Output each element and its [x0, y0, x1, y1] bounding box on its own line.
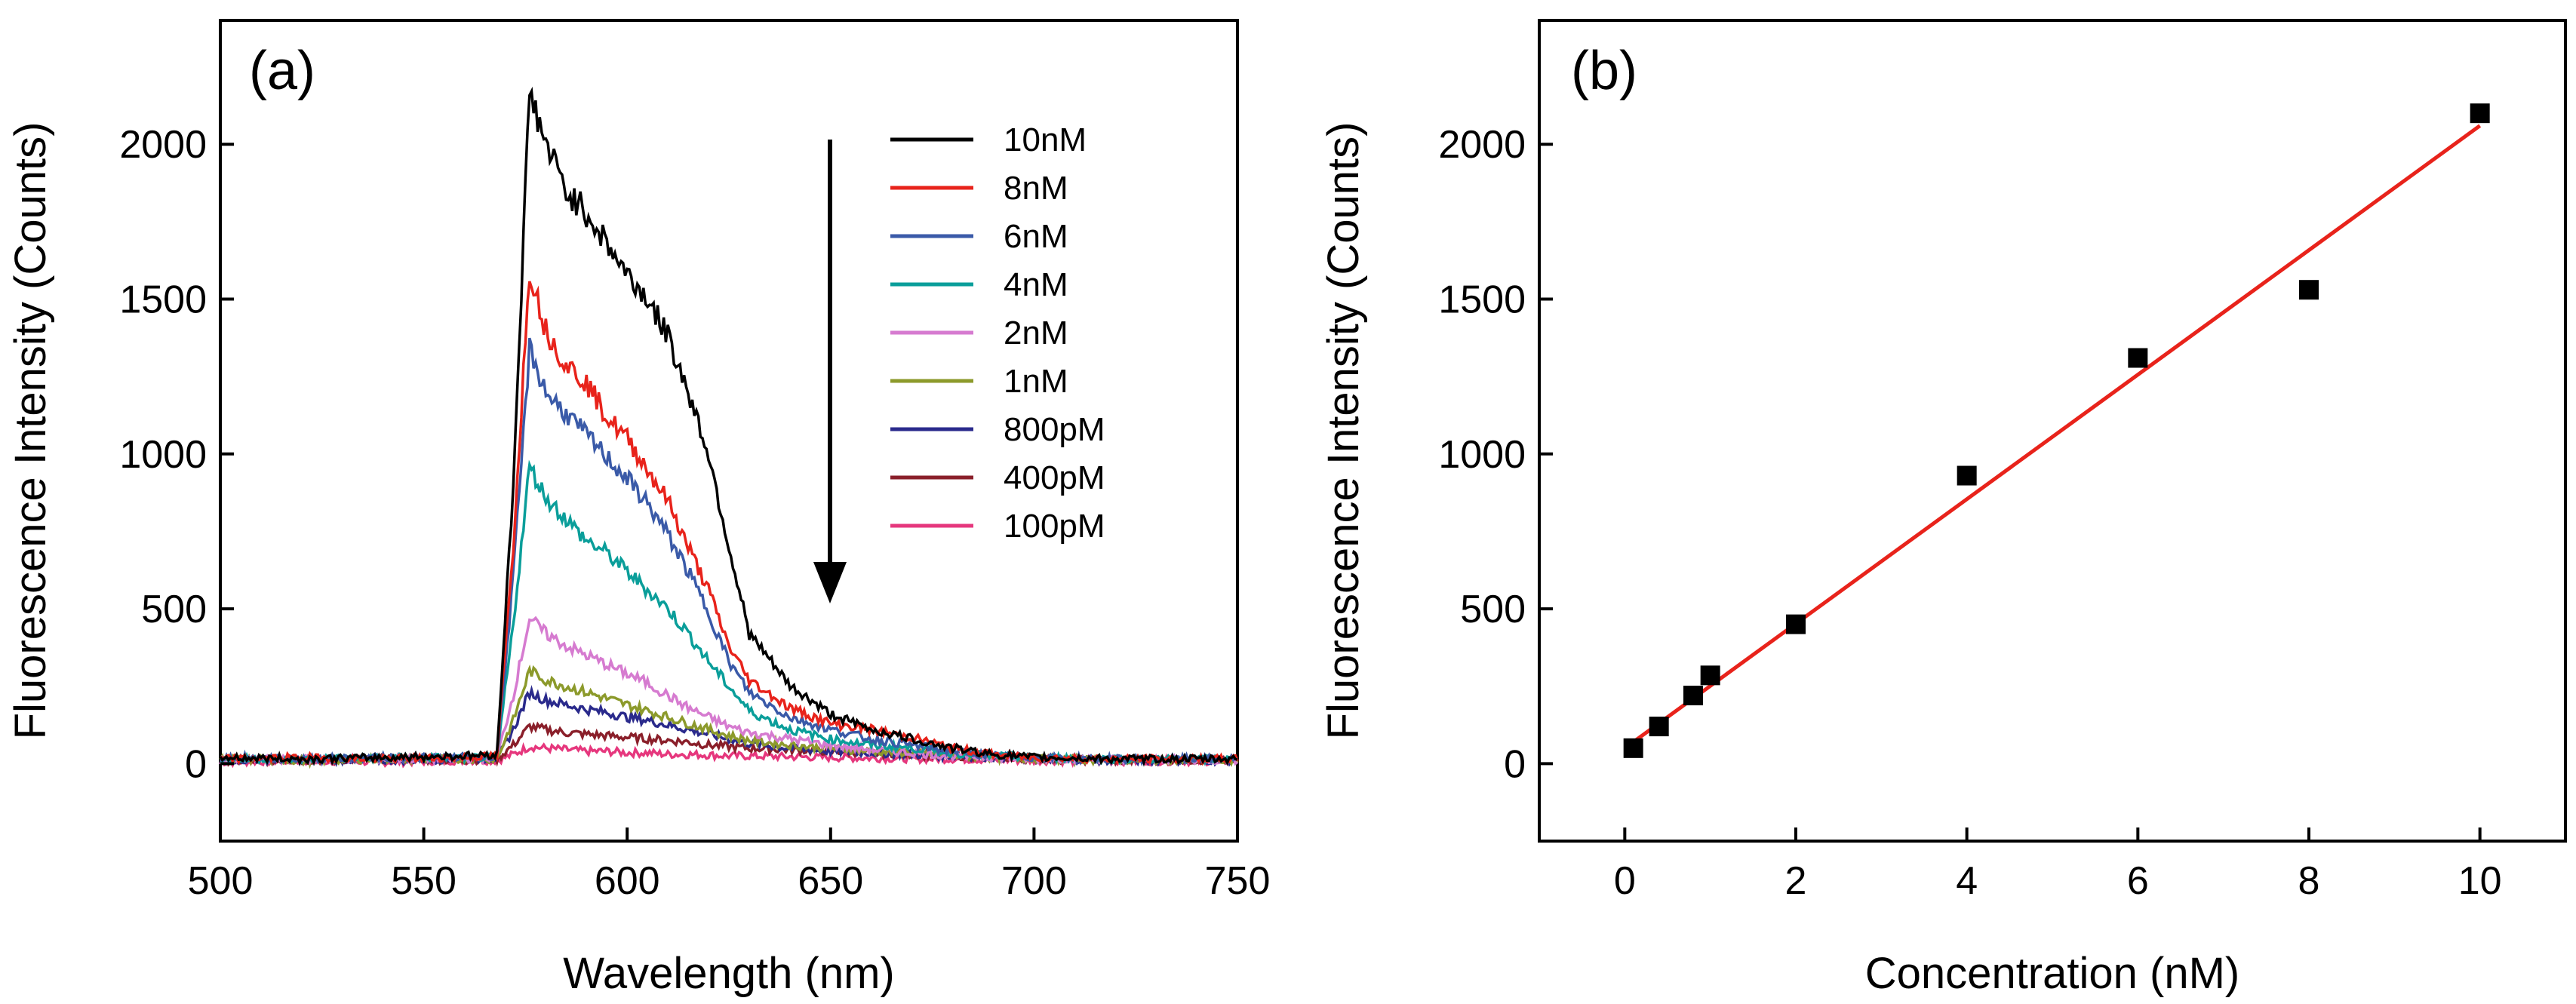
plot-frame-b — [1538, 19, 2567, 843]
x-tick-label-b: 8 — [2298, 859, 2320, 903]
legend-label-400pM: 400pM — [1004, 459, 1105, 496]
x-tick-label-a: 650 — [798, 859, 863, 903]
x-tick-label-a: 750 — [1205, 859, 1271, 903]
x-tick-label-b: 0 — [1614, 859, 1636, 903]
y-tick-label-a: 1500 — [119, 278, 207, 322]
data-point — [2470, 103, 2490, 124]
chart-panel-b: (b) 0 2 4 6 8 10 0 500 1000 1500 2000 Concentratio… — [1319, 19, 2567, 998]
x-tick-label-b: 6 — [2127, 859, 2149, 903]
legend-label-2nM: 2nM — [1004, 315, 1068, 352]
x-axis-title-b: Concentration (nM) — [1865, 949, 2239, 998]
data-point — [1623, 738, 1643, 758]
y-tick-label-b: 1000 — [1438, 433, 1526, 477]
y-tick-label-a: 0 — [185, 742, 207, 786]
data-point — [1649, 717, 1669, 737]
y-axis-title-a: Fluorescence Intensity (Counts) — [6, 122, 55, 740]
x-tick-label-b: 10 — [2458, 859, 2502, 903]
data-point — [2128, 348, 2148, 368]
panel-label-a: (a) — [249, 41, 315, 101]
arrow-head — [813, 562, 847, 603]
legend-label-4nM: 4nM — [1004, 266, 1068, 303]
y-tick-label-a: 1000 — [119, 433, 207, 477]
chart-panel-a: (a) 500 550 600 650 700 750 0 500 1000 1500 2000 1… — [6, 19, 1271, 998]
y-tick-label-b: 1500 — [1438, 278, 1526, 322]
legend-label-800pM: 800pM — [1004, 411, 1105, 448]
y-tick-label-a: 500 — [141, 588, 207, 631]
legend-label-8nM: 8nM — [1004, 170, 1068, 207]
x-tick-label-a: 500 — [188, 859, 254, 903]
legend-label-6nM: 6nM — [1004, 218, 1068, 255]
series-line-10nM — [219, 86, 1238, 767]
data-point — [1786, 614, 1806, 634]
data-point — [1957, 465, 1977, 486]
data-point — [2299, 280, 2319, 300]
x-tick-label-a: 700 — [1001, 859, 1067, 903]
legend-label-10nM: 10nM — [1004, 121, 1087, 158]
y-axis-title-b: Fluorescence Intensity (Counts) — [1319, 122, 1368, 740]
x-tick-label-b: 2 — [1785, 859, 1807, 903]
y-tick-label-b: 500 — [1460, 588, 1526, 631]
legend-label-100pM: 100pM — [1004, 508, 1105, 545]
y-tick-label-b: 0 — [1504, 742, 1526, 786]
fit-line — [1632, 124, 2482, 744]
plot-frame-a — [219, 19, 1239, 843]
y-tick-label-b: 2000 — [1438, 123, 1526, 167]
y-tick-label-a: 2000 — [119, 123, 207, 167]
data-point — [1700, 665, 1720, 686]
series-line-8nM — [220, 281, 1239, 766]
legend-label-1nM: 1nM — [1004, 363, 1068, 400]
x-tick-label-a: 600 — [595, 859, 660, 903]
x-axis-title-a: Wavelength (nm) — [563, 949, 894, 998]
x-tick-label-b: 4 — [1956, 859, 1978, 903]
panel-label-b: (b) — [1571, 41, 1637, 101]
x-tick-label-a: 550 — [391, 859, 456, 903]
data-point — [1683, 686, 1703, 706]
